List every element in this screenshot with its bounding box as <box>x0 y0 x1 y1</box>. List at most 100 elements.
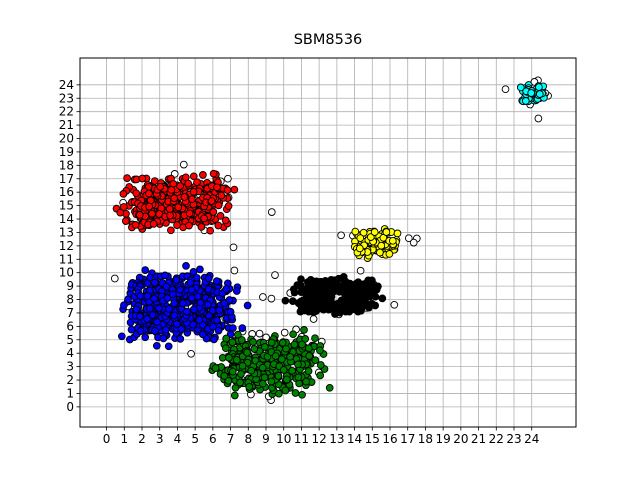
data-point <box>216 212 225 220</box>
data-point <box>385 250 394 258</box>
data-point <box>288 366 297 375</box>
data-point <box>298 390 306 399</box>
data-point <box>260 343 269 351</box>
data-point <box>207 197 216 205</box>
data-point <box>521 97 530 105</box>
y-tick-label: 16 <box>59 185 74 199</box>
data-point <box>354 301 363 310</box>
data-point <box>267 208 276 216</box>
data-point <box>213 316 221 325</box>
data-point <box>250 345 259 353</box>
data-point <box>187 285 196 294</box>
data-point <box>117 332 126 341</box>
y-tick-label: 8 <box>66 293 74 307</box>
data-point <box>366 233 375 241</box>
data-point <box>255 329 264 338</box>
data-point <box>213 183 221 192</box>
data-point <box>198 330 207 339</box>
data-point <box>148 209 156 218</box>
data-point <box>236 378 244 387</box>
x-tick-label: 22 <box>489 432 504 446</box>
y-tick-label: 20 <box>59 132 74 146</box>
data-point <box>120 301 128 310</box>
data-point <box>177 325 186 333</box>
data-point <box>222 285 231 293</box>
data-point <box>212 277 221 285</box>
data-point <box>278 338 287 347</box>
data-point <box>136 291 145 300</box>
data-point <box>280 328 289 337</box>
data-point <box>228 338 237 347</box>
data-point <box>182 262 190 270</box>
plot-frame <box>79 57 577 428</box>
data-point <box>155 304 163 313</box>
data-point <box>294 360 302 369</box>
data-point <box>291 389 300 397</box>
data-point <box>141 266 150 274</box>
data-point <box>230 391 239 400</box>
data-point <box>318 288 327 297</box>
data-point <box>208 306 217 315</box>
data-point <box>151 327 159 335</box>
data-point <box>161 271 169 280</box>
data-point <box>143 292 152 300</box>
data-point <box>164 342 173 351</box>
data-point <box>316 361 325 369</box>
data-point <box>148 311 157 319</box>
data-point <box>124 295 132 304</box>
x-tick-label: 23 <box>506 432 521 446</box>
data-point <box>204 300 212 309</box>
data-point <box>281 296 290 305</box>
data-point <box>309 315 318 323</box>
data-point <box>185 209 194 218</box>
data-point <box>185 221 193 230</box>
data-point <box>189 172 198 181</box>
data-point <box>237 370 245 378</box>
data-point <box>309 283 317 291</box>
data-point <box>228 367 237 376</box>
data-point <box>215 306 224 315</box>
data-point <box>271 352 280 360</box>
data-point <box>371 301 380 310</box>
data-point <box>195 316 204 324</box>
data-point <box>279 366 288 374</box>
data-point <box>535 90 544 98</box>
data-point <box>501 85 510 94</box>
data-point <box>149 220 158 228</box>
y-tick-label: 2 <box>66 373 74 387</box>
data-point <box>275 389 283 398</box>
data-point <box>136 327 145 335</box>
data-point <box>316 346 324 355</box>
data-point <box>150 177 159 185</box>
data-point <box>300 326 308 334</box>
data-point <box>224 202 233 210</box>
data-point <box>183 307 191 316</box>
data-point <box>267 377 276 386</box>
data-point <box>288 297 297 305</box>
chart-title: SBM8536 <box>293 32 363 48</box>
data-point <box>326 289 335 298</box>
data-point <box>186 278 195 287</box>
data-point <box>363 283 372 291</box>
data-point <box>200 214 208 223</box>
y-tick-label: 6 <box>66 319 74 333</box>
x-tick-label: 20 <box>453 432 468 446</box>
data-point <box>136 312 144 321</box>
data-point <box>298 340 306 349</box>
data-point <box>237 336 246 344</box>
data-point <box>214 326 223 335</box>
data-point <box>209 322 217 331</box>
data-point <box>189 320 197 329</box>
data-point <box>159 334 168 343</box>
data-point <box>263 352 272 361</box>
grid-layer <box>80 58 576 427</box>
data-point <box>210 335 218 344</box>
data-point <box>222 334 231 343</box>
data-point <box>138 174 147 183</box>
data-point <box>110 274 119 283</box>
data-point <box>337 231 345 240</box>
data-point <box>220 299 229 308</box>
data-point <box>211 364 220 372</box>
data-point <box>131 221 140 229</box>
